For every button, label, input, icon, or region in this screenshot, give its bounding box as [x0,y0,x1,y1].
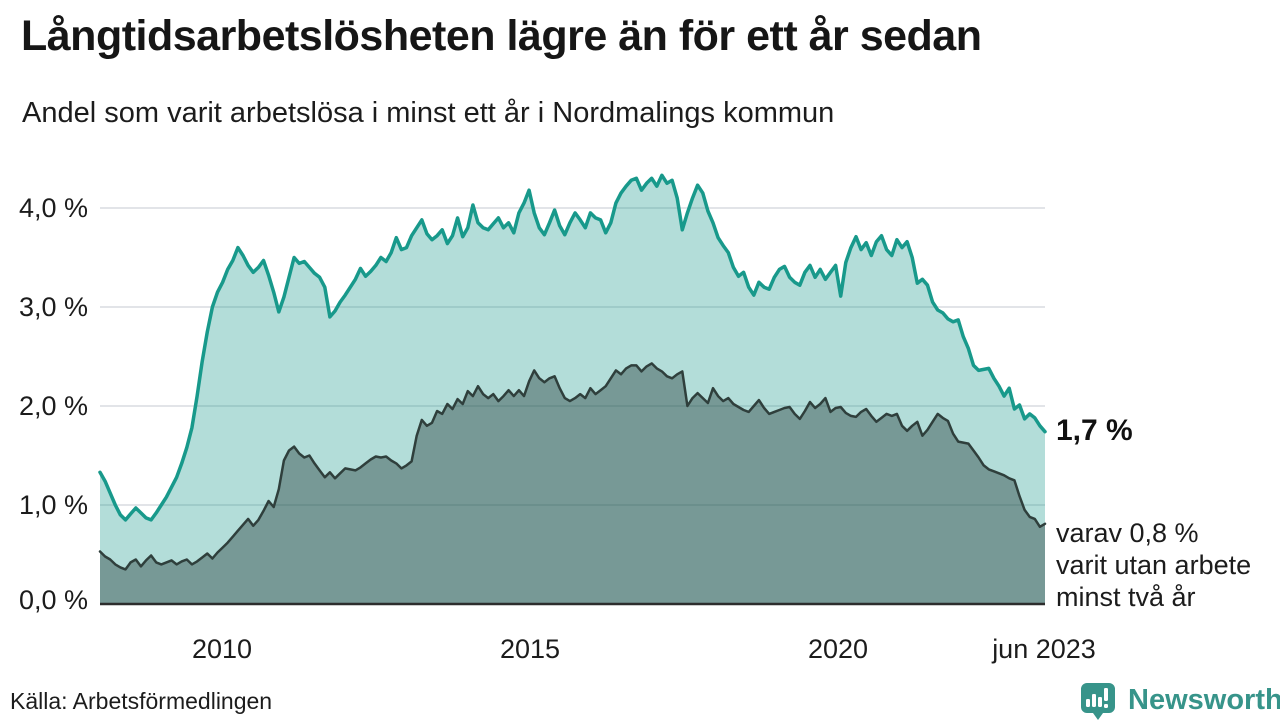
end-annotation-2yr-line1: varav 0,8 % [1056,518,1199,548]
end-annotation-2yr-line2: varit utan arbete [1056,550,1252,580]
end-annotation-2yr: varav 0,8 % varit utan arbete minst två … [1056,517,1251,613]
y-axis-label-0: 0,0 % [18,585,88,615]
area-unemployed-min-2yr [100,363,1045,604]
source-note: Källa: Arbetsförmedlingen [10,688,273,714]
x-axis-label-2010: 2010 [191,634,253,664]
y-axis-label-4: 4,0 % [18,193,88,223]
line-unemployed-min-1yr [98,173,1047,522]
x-axis-label-2020: 2020 [807,634,869,664]
end-annotation-2yr-line3: minst två år [1056,582,1196,612]
page-subtitle: Andel som varit arbetslösa i minst ett å… [22,97,835,129]
newsworthy-logo-icon [1081,683,1115,720]
page-title: Långtidsarbetslösheten lägre än för ett … [21,12,982,60]
gridlines [100,207,1045,506]
x-axis-label-jun-2023: jun 2023 [992,634,1096,664]
y-axis-label-1: 1,0 % [18,490,88,520]
end-value-label-1yr: 1,7 % [1056,414,1133,447]
y-axis-label-3: 3,0 % [18,292,88,322]
brand-logo: Newsworthy [1078,680,1280,720]
area-unemployed-min-1yr [100,175,1045,605]
y-axis-label-2: 2,0 % [18,391,88,421]
brand-name: Newsworthy [1128,684,1280,716]
x-axis-label-2015: 2015 [499,634,561,664]
line-unemployed-min-2yr [98,362,1047,571]
